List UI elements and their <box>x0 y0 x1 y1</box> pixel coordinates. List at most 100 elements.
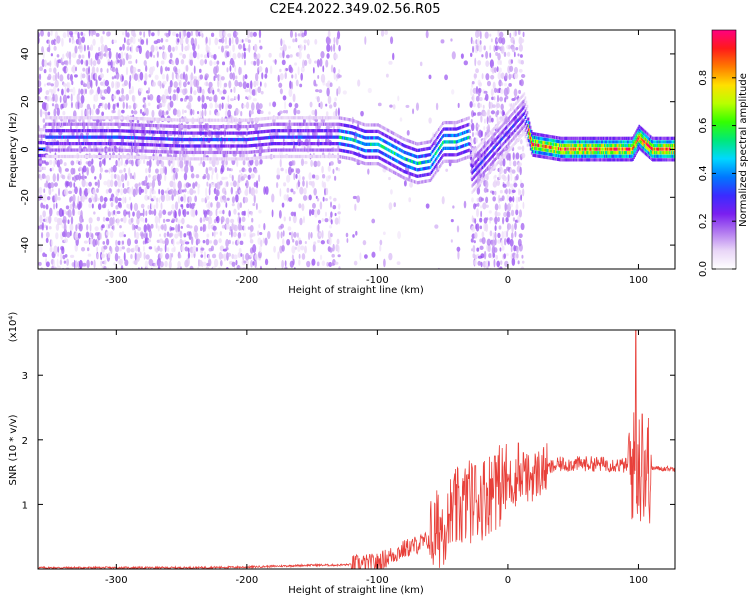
ridge-cell <box>260 136 263 140</box>
ridge-cell <box>175 137 178 141</box>
noise-cell <box>156 38 161 44</box>
ridge-cell <box>130 142 133 146</box>
noise-cell <box>133 224 136 230</box>
noise-cell <box>158 173 162 181</box>
ridge-cell <box>340 136 343 140</box>
ridge-cell <box>170 131 173 135</box>
noise-cell <box>471 81 475 85</box>
ridge-cell <box>279 122 281 126</box>
ridge-cell <box>257 130 259 134</box>
ridge-cell <box>239 137 242 142</box>
ridge-cell <box>338 142 341 146</box>
noise-cell <box>100 35 104 45</box>
noise-cell <box>179 73 184 80</box>
noise-cell <box>297 232 299 238</box>
noise-cell <box>174 210 177 219</box>
noise-cell <box>295 173 298 179</box>
noise-cell <box>170 210 173 214</box>
noise-cell <box>249 239 254 244</box>
ridge-cell <box>128 123 131 127</box>
ridge-cell <box>43 153 45 158</box>
ridge-cell <box>278 116 280 120</box>
noise-cell <box>108 167 111 174</box>
ridge-cell <box>97 142 100 146</box>
noise-cell <box>333 66 336 74</box>
ridge-cell <box>54 116 57 120</box>
noise-cell <box>463 200 467 209</box>
ridge-cell <box>210 137 212 142</box>
ridge-cell <box>224 118 227 122</box>
ridge-cell <box>97 116 100 120</box>
ridge-cell <box>292 135 295 139</box>
noise-cell <box>490 110 496 115</box>
noise-cell <box>477 60 482 66</box>
noise-cell <box>117 59 120 63</box>
noise-cell <box>304 160 308 165</box>
noise-cell <box>134 239 138 244</box>
noise-cell <box>94 226 99 232</box>
ridge-cell <box>222 144 225 148</box>
noise-cell <box>367 168 370 175</box>
ridge-cell <box>310 129 313 133</box>
noise-cell <box>259 45 263 50</box>
ridge-cell <box>107 148 110 152</box>
ridge-cell <box>206 118 208 122</box>
ridge-cell <box>144 117 147 121</box>
noise-cell <box>187 43 190 51</box>
noise-cell <box>298 50 302 60</box>
noise-cell <box>495 51 499 57</box>
noise-cell <box>227 252 232 257</box>
noise-cell <box>106 46 109 52</box>
noise-cell <box>519 190 522 195</box>
ridge-cell <box>97 148 100 152</box>
noise-cell <box>135 103 138 109</box>
noise-cell <box>74 186 78 195</box>
ridge-cell <box>115 148 117 152</box>
ridge-cell <box>140 149 142 153</box>
ridge-cell <box>301 154 303 159</box>
noise-cell <box>330 219 333 225</box>
noise-cell <box>223 176 228 180</box>
noise-cell <box>194 195 198 203</box>
ridge-cell <box>187 150 189 155</box>
noise-cell <box>132 95 136 103</box>
ridge-cell <box>105 142 108 146</box>
ridge-cell <box>265 149 268 153</box>
ridge-cell <box>291 122 294 126</box>
ridge-cell <box>192 144 195 148</box>
noise-cell <box>197 266 200 269</box>
noise-cell <box>53 85 57 95</box>
noise-cell <box>103 245 108 250</box>
noise-cell <box>47 196 51 201</box>
ridge-cell <box>90 116 92 120</box>
ridge-cell <box>306 116 308 120</box>
ridge-cell <box>122 116 125 120</box>
ridge-cell <box>347 156 349 160</box>
ridge-cell <box>148 136 151 140</box>
noise-cell <box>306 180 308 189</box>
ridge-cell <box>289 135 292 139</box>
noise-cell <box>194 232 199 240</box>
noise-cell <box>123 80 128 87</box>
ridge-cell <box>156 130 158 134</box>
noise-cell <box>48 226 52 230</box>
noise-cell <box>309 101 313 108</box>
noise-cell <box>485 93 489 102</box>
ridge-cell <box>338 116 341 120</box>
noise-cell <box>186 203 190 209</box>
noise-cell <box>307 40 311 44</box>
ridge-cell <box>216 157 219 161</box>
ridge-cell <box>71 135 74 139</box>
noise-cell <box>158 46 163 50</box>
noise-cell <box>120 174 125 183</box>
ridge-cell <box>54 129 57 133</box>
ridge-cell <box>317 135 320 139</box>
ridge-cell <box>130 123 133 127</box>
noise-cell <box>308 58 312 65</box>
noise-cell <box>419 61 423 67</box>
ridge-cell <box>242 137 245 142</box>
noise-cell <box>262 237 265 244</box>
noise-cell <box>279 188 282 197</box>
ridge-cell <box>219 157 222 161</box>
ridge-cell <box>84 122 87 126</box>
